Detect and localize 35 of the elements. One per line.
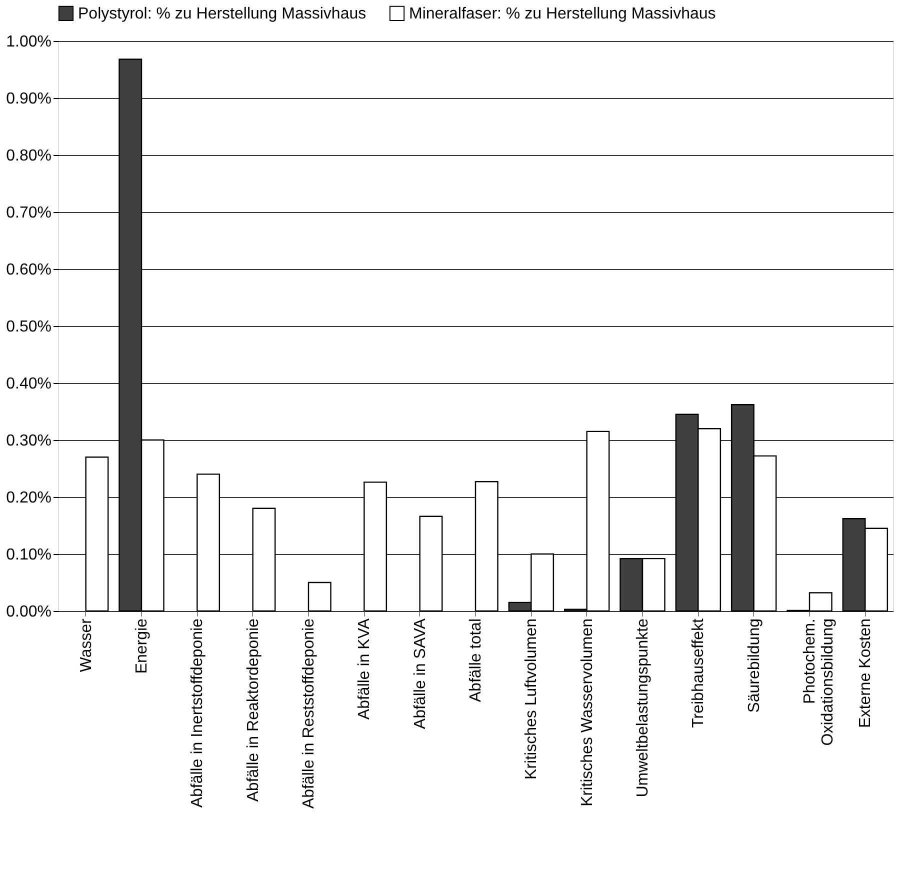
y-tick-label: 0.70% [6,204,52,222]
x-tick-label: Photochem. Oxidationsbildung [802,618,836,746]
x-tick-label: Abfälle in SAVA [412,618,429,730]
bar [196,474,220,612]
x-tick-label: Treibhauseffekt [690,618,708,728]
bar [308,582,332,612]
y-tick-label: 0.60% [6,262,52,278]
bar [252,508,276,612]
x-tick-label: Abfälle in Inertstoffdeponie [189,618,206,808]
legend-label: Polystyrol: % zu Herstellung Massivhaus [78,5,366,22]
y-tick-label: 0.00% [6,604,52,620]
y-tick-label: 1.00% [6,34,52,50]
y-tick-label: 0.40% [6,376,52,392]
x-tick-label: Abfälle total [468,618,484,702]
bar [474,481,498,612]
y-tick-label: 0.50% [6,318,52,336]
y-tick-label: 0.80% [6,148,52,164]
y-tick-label: 0.90% [6,90,52,108]
x-tick-label: Externe Kosten [857,618,874,728]
x-tick-label: Säurebildung [746,618,763,713]
x-tick-label: Umweltbelastungspunkte [634,618,652,798]
x-tick-label: Abfälle in Reaktordeponie [244,618,262,802]
y-tick-label: 0.20% [6,490,52,506]
legend-label: Mineralfaser: % zu Herstellung Massivhaus [409,5,716,22]
x-tick-label: Abfälle in Reststoffdeponie [300,618,318,809]
y-tick-label: 0.30% [6,432,52,450]
y-tick-label: 0.10% [6,546,52,564]
bar [85,456,109,612]
x-tick-label: Wasser [78,618,95,672]
x-tick-label: Abfälle in KVA [356,618,374,720]
x-tick-label: Kritisches Wasservolumen [578,618,596,806]
x-tick-label: Kritisches Luftvolumen [523,618,540,780]
bar [419,516,443,612]
x-tick-label: Energie [134,618,150,674]
bar [364,482,388,612]
